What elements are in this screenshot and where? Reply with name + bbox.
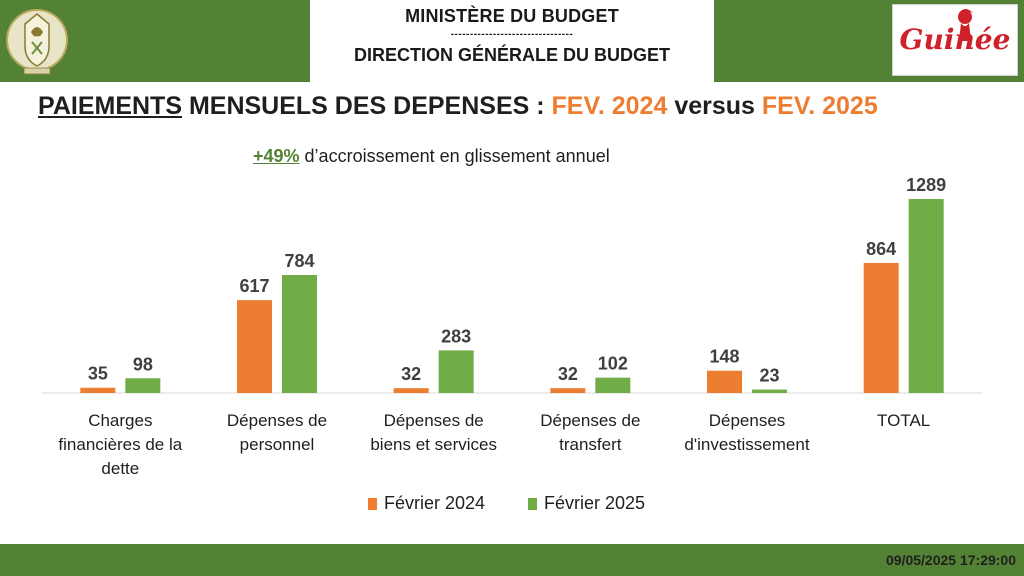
data-label: 102 — [598, 354, 628, 374]
footer-band — [0, 544, 1024, 576]
data-label: 784 — [284, 251, 314, 271]
title-part-paiements: PAIEMENTS — [38, 92, 182, 120]
chart-subtitle: +49% d’accroissement en glissement annue… — [253, 146, 610, 167]
bar — [125, 378, 161, 393]
title-part-fev-2025: FEV. 2025 — [761, 92, 878, 120]
category-label: transfert — [559, 435, 622, 454]
data-label: 283 — [441, 326, 471, 346]
growth-description: d’accroissement en glissement annuel — [299, 146, 610, 166]
bar-chart: 35 98 Charges financières de la dette 617 784 D… — [42, 175, 982, 513]
bar — [237, 300, 272, 393]
bar — [752, 389, 787, 393]
bar — [80, 387, 116, 393]
data-label: 23 — [759, 366, 779, 386]
category-label: financières de la — [58, 435, 182, 454]
category-label: Charges — [88, 411, 152, 430]
guinea-emblem-icon — [6, 9, 68, 75]
data-label: 148 — [709, 347, 739, 367]
header-separator: -------------------------------- — [450, 29, 574, 40]
growth-percentage: +49% — [253, 146, 300, 166]
woman-silhouette-icon — [958, 9, 973, 41]
bar — [393, 388, 429, 393]
ministry-name: MINISTÈRE DU BUDGET — [405, 6, 619, 26]
data-label: 864 — [866, 239, 896, 259]
direction-name: DIRECTION GÉNÉRALE DU BUDGET — [353, 45, 670, 65]
bar — [707, 370, 742, 393]
legend-swatch — [528, 498, 537, 510]
bar — [595, 377, 631, 393]
timestamp: 09/05/2025 17:29:00 — [886, 552, 1016, 568]
category-label: Dépenses de — [540, 411, 640, 430]
bar — [282, 275, 317, 393]
data-label: 617 — [239, 276, 269, 296]
data-label: 35 — [88, 364, 108, 384]
data-label: 32 — [558, 364, 578, 384]
guinee-logo: Guinée — [892, 4, 1018, 76]
brand-wordmark: Guinée — [899, 23, 1011, 56]
page-title: PAIEMENTS MENSUELS DES DEPENSES : FEV. 2… — [38, 92, 878, 121]
category-label: Dépenses de — [384, 411, 484, 430]
data-label: 1289 — [906, 175, 946, 195]
data-label: 98 — [133, 354, 153, 374]
data-label: 32 — [401, 364, 421, 384]
legend-label: Février 2024 — [384, 493, 485, 513]
header-title-box: MINISTÈRE DU BUDGET --------------------… — [310, 0, 714, 82]
title-part-versus: versus — [667, 92, 762, 120]
legend-swatch — [368, 498, 377, 510]
category-label: Dépenses — [709, 411, 786, 430]
bar — [863, 262, 899, 393]
bar — [908, 199, 944, 393]
title-part-mensuels: MENSUELS DES DEPENSES : — [182, 92, 552, 120]
category-label: biens et services — [370, 435, 497, 454]
category-label: dette — [101, 459, 139, 478]
title-part-fev-2024: FEV. 2024 — [551, 92, 668, 120]
bar — [550, 388, 586, 393]
legend-label: Février 2025 — [544, 493, 645, 513]
bar — [438, 350, 474, 393]
category-label: d'investissement — [684, 435, 809, 454]
category-label: TOTAL — [877, 411, 930, 430]
category-label: personnel — [240, 435, 315, 454]
category-label: Dépenses de — [227, 411, 327, 430]
